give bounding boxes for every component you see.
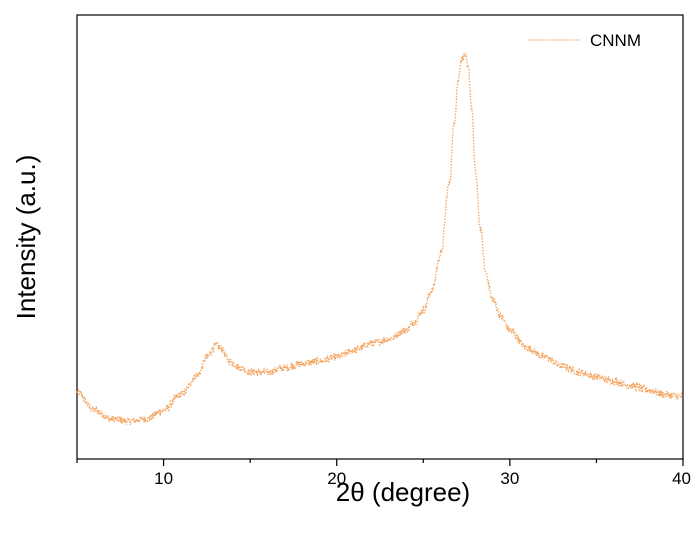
x-axis-tick-labels: 10 20 30 40 bbox=[154, 469, 691, 488]
x-axis-title: 2θ (degree) bbox=[336, 477, 470, 507]
legend: CNNM bbox=[528, 31, 641, 50]
plot-frame bbox=[76, 14, 684, 460]
x-tick-label: 30 bbox=[500, 469, 519, 488]
x-tick-label: 40 bbox=[672, 469, 691, 488]
series-line-cnnm bbox=[76, 52, 684, 425]
x-tick-label: 20 bbox=[327, 469, 346, 488]
legend-label-cnnm: CNNM bbox=[590, 31, 641, 50]
x-tick-label: 10 bbox=[154, 469, 173, 488]
y-axis-title: Intensity (a.u.) bbox=[11, 155, 41, 320]
x-axis-ticks bbox=[76, 459, 684, 466]
